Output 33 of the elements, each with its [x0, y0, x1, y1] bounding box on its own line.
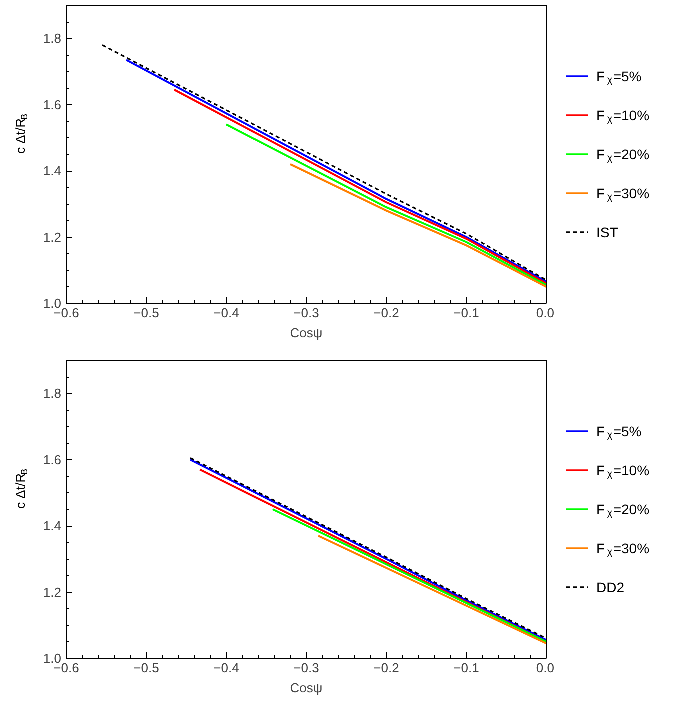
line-series: [174, 88, 546, 285]
y-axis-title: c Δt/RB: [13, 114, 30, 154]
x-tick-label: −0.1: [454, 306, 480, 320]
x-axis-title: Cosψ: [290, 326, 323, 340]
y-tick-label: 1.2: [43, 584, 62, 600]
y-tick-label: 1.6: [43, 452, 62, 468]
y-tick-label: 1.8: [43, 386, 62, 402]
y-axis-title: c Δt/RB: [13, 468, 30, 509]
y-tick-label: 1.2: [43, 230, 62, 245]
line-series: [318, 534, 546, 645]
x-tick-label: −0.5: [134, 660, 160, 676]
x-tick-label: −0.2: [374, 660, 400, 676]
line-series: [272, 508, 546, 643]
x-tick-label: −0.1: [454, 660, 480, 676]
line-series: [226, 124, 546, 286]
x-tick-label: 0.0: [536, 660, 555, 676]
x-tick-label: −0.4: [214, 660, 240, 676]
y-tick-label: 1.0: [43, 296, 62, 311]
x-axis-title: Cosψ: [290, 680, 323, 696]
legend-label: DD2: [596, 580, 625, 596]
x-tick-label: −0.3: [294, 306, 320, 320]
y-tick-label: 1.4: [43, 164, 62, 179]
y-tick-label: 1.8: [43, 31, 62, 46]
x-tick-label: −0.3: [294, 660, 320, 676]
y-tick-label: 1.0: [43, 651, 62, 666]
x-tick-label: 0.0: [536, 306, 555, 320]
x-tick-label: −0.5: [134, 306, 160, 320]
y-tick-label: 1.6: [43, 97, 62, 112]
x-tick-label: −0.4: [214, 306, 240, 320]
x-tick-label: −0.2: [374, 306, 400, 320]
y-tick-label: 1.4: [43, 518, 62, 534]
legend-label: IST: [596, 224, 619, 240]
line-series: [290, 163, 546, 288]
